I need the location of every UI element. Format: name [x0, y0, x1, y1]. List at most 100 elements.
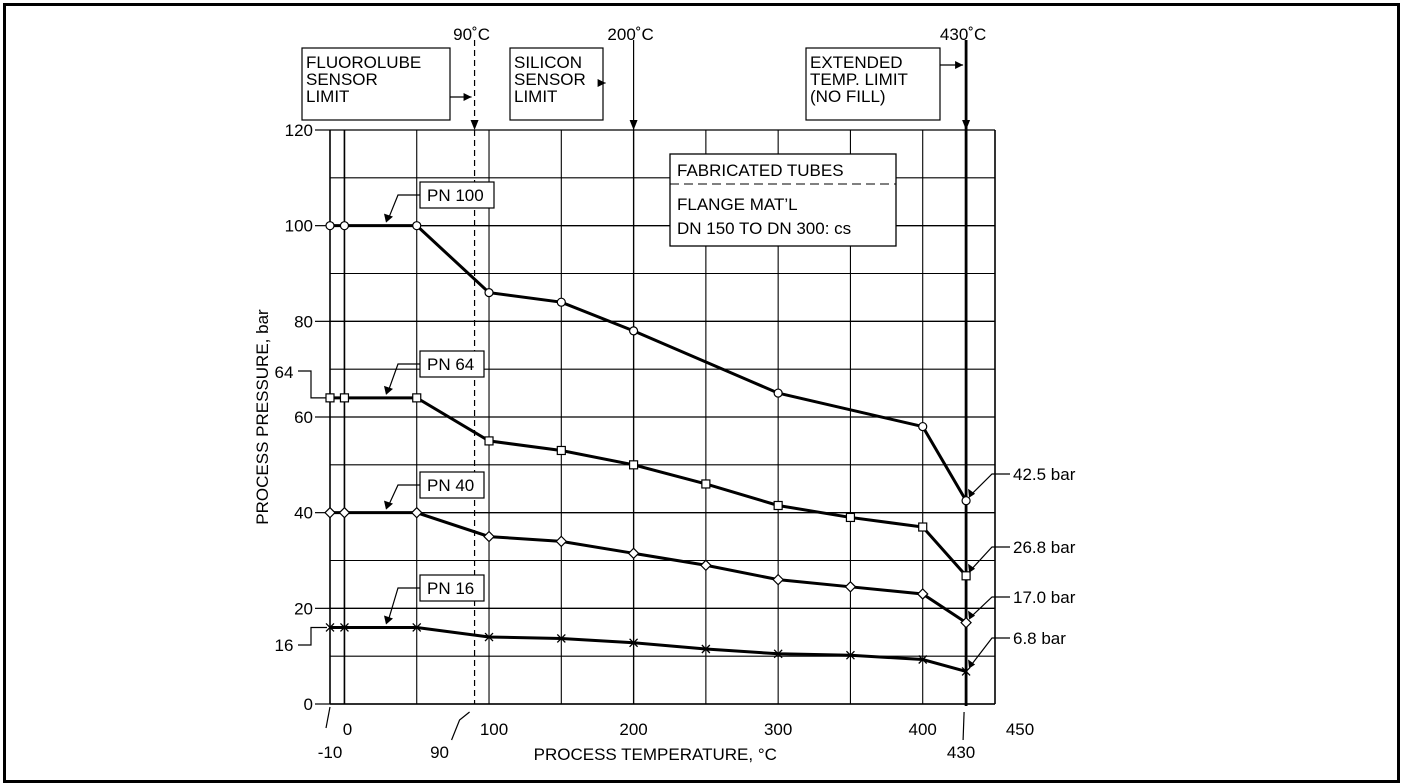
data-point [773, 649, 783, 659]
pressure-temperature-chart: 0 20 40 60 80 100 120 0 100 200 300 400 450 PROCESS T… [253, 25, 1076, 763]
data-point [628, 460, 639, 470]
data-point [773, 500, 783, 511]
legend-box [669, 153, 897, 247]
end-value-label: 42.5 bar [1013, 465, 1076, 484]
series-label-arrow-head [384, 615, 393, 625]
series-label-box [419, 471, 485, 499]
limit-box-line: TEMP. LIMIT [810, 70, 908, 89]
limit-box [301, 47, 451, 121]
limit-box-line: LIMIT [514, 87, 557, 106]
data-point [916, 588, 929, 600]
end-value-pointer [969, 637, 1010, 667]
data-point [845, 650, 855, 660]
series-line-pn-40 [330, 511, 967, 624]
x-min-label: -10 [318, 743, 343, 762]
data-point [773, 388, 783, 398]
end-value-label: 6.8 bar [1013, 629, 1066, 648]
data-point [484, 632, 494, 642]
data-point [339, 623, 349, 632]
limit-arrow-head [962, 120, 971, 130]
data-point [701, 479, 711, 489]
data-point [338, 506, 351, 519]
series-label-box [419, 350, 485, 378]
data-point [961, 496, 971, 506]
x-tick-label: 100 [480, 720, 508, 739]
data-point [410, 506, 423, 519]
limit-bottom-pointer [962, 711, 965, 741]
series-label-arrow-head [384, 500, 393, 510]
series-label: PN 64 [427, 355, 474, 374]
data-point [961, 667, 971, 676]
x-axis-title: PROCESS TEMPERATURE, °C [534, 745, 777, 763]
limit-box-line: EXTENDED [810, 53, 903, 72]
end-value-arrow-head [968, 610, 976, 620]
limit-box-line: SENSOR [514, 70, 586, 89]
y-tick-label: 80 [294, 312, 313, 331]
data-point [918, 421, 928, 432]
y-tick-label: 0 [304, 695, 313, 714]
limit-box-line: (NO FILL) [810, 87, 886, 106]
y-axis-title: PROCESS PRESSURE, bar [253, 309, 272, 525]
x-tick-label: 200 [619, 720, 647, 739]
series-label: PN 40 [427, 476, 474, 495]
data-point [484, 436, 494, 446]
data-point [412, 221, 422, 231]
data-point [412, 623, 422, 632]
series-label-arrow-head [384, 385, 393, 395]
data-point [701, 644, 711, 654]
end-value-label: 26.8 bar [1013, 538, 1076, 557]
end-value-arrow-head [968, 488, 976, 498]
data-point [484, 288, 494, 298]
data-point [412, 393, 422, 403]
y-tick-label: 100 [285, 217, 313, 236]
limit-box-arrow-head [955, 61, 964, 69]
data-point [700, 559, 712, 572]
data-point [772, 573, 785, 586]
limit-bottom-pointer [451, 711, 470, 741]
end-value-arrow-head [968, 563, 976, 573]
data-point [483, 530, 495, 543]
data-point [556, 297, 566, 307]
data-point [556, 445, 566, 456]
limit-box-line: SILICON [514, 53, 582, 72]
legend-box-line: DN 150 TO DN 300: cs [677, 219, 851, 238]
x-tick-label: 400 [909, 720, 937, 739]
limit-bottom-label: 90 [430, 743, 449, 762]
limit-box-line: LIMIT [306, 87, 349, 106]
limit-box [805, 47, 941, 121]
y-16-pointer [298, 626, 327, 646]
end-value-pointer [969, 546, 1010, 572]
data-point [627, 547, 640, 560]
limit-box-arrow-head [463, 93, 472, 101]
data-point [960, 616, 972, 629]
data-point [325, 393, 335, 403]
y-tick-label: 120 [285, 121, 313, 140]
limit-bottom-label: 430 [947, 743, 975, 762]
data-point [918, 655, 928, 664]
end-value-label: 17.0 bar [1013, 588, 1076, 607]
limit-box-line: FLUOROLUBE [306, 53, 421, 72]
data-point [556, 634, 566, 643]
series-label: PN 16 [427, 579, 474, 598]
x-tick-label: 450 [1006, 720, 1034, 739]
data-point [961, 571, 971, 581]
end-value-pointer [969, 473, 1010, 497]
limit-arrow-head [629, 120, 638, 130]
series-line-pn-16 [330, 625, 967, 673]
limit-arrow-head [470, 120, 479, 130]
data-point [628, 326, 639, 336]
data-point [555, 535, 568, 548]
y-64-pointer [298, 370, 327, 399]
data-point [845, 512, 856, 523]
limit-temp-label: 90˚C [453, 25, 490, 44]
data-point [339, 393, 350, 403]
y-tick-label: 40 [294, 504, 313, 523]
x-min-pointer [325, 706, 331, 729]
limit-box-arrow-head [597, 79, 606, 87]
data-point [325, 623, 335, 632]
end-value-pointer [969, 596, 1010, 619]
series-label-arrow-head [384, 213, 393, 223]
end-value-arrow-head [968, 659, 976, 669]
x-tick-label: 0 [343, 720, 352, 739]
x-tick-label: 300 [764, 720, 792, 739]
